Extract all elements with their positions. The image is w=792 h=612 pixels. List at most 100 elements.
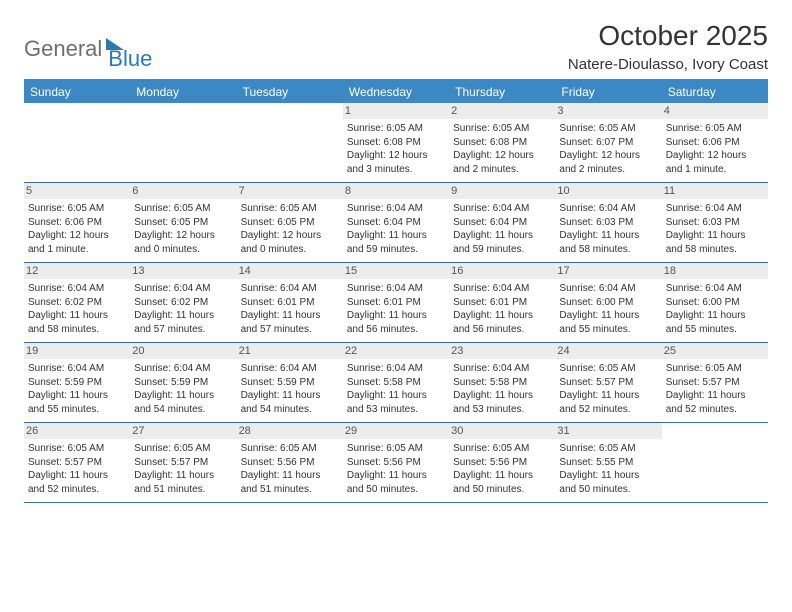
day-info: Sunrise: 6:05 AMSunset: 6:07 PMDaylight:… xyxy=(559,122,657,176)
daylight-text: Daylight: 11 hours and 56 minutes. xyxy=(347,309,445,336)
day-number: 21 xyxy=(237,343,343,359)
sunset-text: Sunset: 6:00 PM xyxy=(666,296,764,310)
calendar-day-cell xyxy=(662,423,768,502)
daylight-text: Daylight: 11 hours and 52 minutes. xyxy=(666,389,764,416)
day-info: Sunrise: 6:05 AMSunset: 5:56 PMDaylight:… xyxy=(241,442,339,496)
calendar-day-cell: 9Sunrise: 6:04 AMSunset: 6:04 PMDaylight… xyxy=(449,183,555,262)
daylight-text: Daylight: 12 hours and 1 minute. xyxy=(28,229,126,256)
calendar-day-cell xyxy=(130,103,236,182)
calendar-day-cell: 10Sunrise: 6:04 AMSunset: 6:03 PMDayligh… xyxy=(555,183,661,262)
sunrise-text: Sunrise: 6:05 AM xyxy=(453,442,551,456)
day-number: 20 xyxy=(130,343,236,359)
day-number: 17 xyxy=(555,263,661,279)
calendar-day-cell: 3Sunrise: 6:05 AMSunset: 6:07 PMDaylight… xyxy=(555,103,661,182)
calendar-day-cell: 12Sunrise: 6:04 AMSunset: 6:02 PMDayligh… xyxy=(24,263,130,342)
day-info: Sunrise: 6:04 AMSunset: 5:59 PMDaylight:… xyxy=(134,362,232,416)
location-label: Natere-Dioulasso, Ivory Coast xyxy=(568,56,768,73)
logo-text-general: General xyxy=(24,36,102,62)
calendar-day-cell xyxy=(237,103,343,182)
sunrise-text: Sunrise: 6:05 AM xyxy=(134,442,232,456)
sunrise-text: Sunrise: 6:05 AM xyxy=(559,442,657,456)
sunrise-text: Sunrise: 6:05 AM xyxy=(28,442,126,456)
day-number: 11 xyxy=(662,183,768,199)
sunset-text: Sunset: 6:02 PM xyxy=(28,296,126,310)
calendar-day-cell xyxy=(24,103,130,182)
day-info: Sunrise: 6:05 AMSunset: 6:06 PMDaylight:… xyxy=(28,202,126,256)
day-number: 8 xyxy=(343,183,449,199)
day-info: Sunrise: 6:04 AMSunset: 6:02 PMDaylight:… xyxy=(134,282,232,336)
day-number: 18 xyxy=(662,263,768,279)
daylight-text: Daylight: 12 hours and 2 minutes. xyxy=(453,149,551,176)
sunset-text: Sunset: 6:02 PM xyxy=(134,296,232,310)
day-info: Sunrise: 6:04 AMSunset: 5:58 PMDaylight:… xyxy=(347,362,445,416)
day-info: Sunrise: 6:04 AMSunset: 6:04 PMDaylight:… xyxy=(347,202,445,256)
sunset-text: Sunset: 6:01 PM xyxy=(347,296,445,310)
daylight-text: Daylight: 12 hours and 3 minutes. xyxy=(347,149,445,176)
sunrise-text: Sunrise: 6:04 AM xyxy=(453,202,551,216)
day-number: 23 xyxy=(449,343,555,359)
day-number: 6 xyxy=(130,183,236,199)
calendar: SundayMondayTuesdayWednesdayThursdayFrid… xyxy=(24,79,768,503)
sunrise-text: Sunrise: 6:04 AM xyxy=(28,282,126,296)
day-of-week-header: Saturday xyxy=(662,81,768,103)
day-of-week-header: Wednesday xyxy=(343,81,449,103)
day-number: 15 xyxy=(343,263,449,279)
sunset-text: Sunset: 5:59 PM xyxy=(241,376,339,390)
day-info: Sunrise: 6:05 AMSunset: 5:57 PMDaylight:… xyxy=(666,362,764,416)
days-of-week-row: SundayMondayTuesdayWednesdayThursdayFrid… xyxy=(24,81,768,103)
day-info: Sunrise: 6:04 AMSunset: 6:01 PMDaylight:… xyxy=(241,282,339,336)
day-number: 5 xyxy=(24,183,130,199)
day-number: 30 xyxy=(449,423,555,439)
sunrise-text: Sunrise: 6:04 AM xyxy=(134,362,232,376)
day-number: 27 xyxy=(130,423,236,439)
day-number xyxy=(237,103,343,119)
day-info: Sunrise: 6:04 AMSunset: 6:00 PMDaylight:… xyxy=(666,282,764,336)
calendar-day-cell: 30Sunrise: 6:05 AMSunset: 5:56 PMDayligh… xyxy=(449,423,555,502)
daylight-text: Daylight: 11 hours and 53 minutes. xyxy=(453,389,551,416)
day-info: Sunrise: 6:04 AMSunset: 5:59 PMDaylight:… xyxy=(241,362,339,416)
day-of-week-header: Friday xyxy=(555,81,661,103)
sunset-text: Sunset: 6:08 PM xyxy=(453,136,551,150)
day-number: 16 xyxy=(449,263,555,279)
daylight-text: Daylight: 11 hours and 57 minutes. xyxy=(134,309,232,336)
day-number: 24 xyxy=(555,343,661,359)
logo: General Blue xyxy=(24,20,152,72)
sunset-text: Sunset: 6:05 PM xyxy=(134,216,232,230)
daylight-text: Daylight: 11 hours and 52 minutes. xyxy=(559,389,657,416)
daylight-text: Daylight: 11 hours and 54 minutes. xyxy=(134,389,232,416)
day-info: Sunrise: 6:04 AMSunset: 5:58 PMDaylight:… xyxy=(453,362,551,416)
sunrise-text: Sunrise: 6:05 AM xyxy=(241,442,339,456)
day-number: 19 xyxy=(24,343,130,359)
daylight-text: Daylight: 11 hours and 58 minutes. xyxy=(28,309,126,336)
calendar-week-row: 12Sunrise: 6:04 AMSunset: 6:02 PMDayligh… xyxy=(24,263,768,343)
sunset-text: Sunset: 5:56 PM xyxy=(347,456,445,470)
calendar-day-cell: 20 Sunrise: 6:04 AMSunset: 5:59 PMDayligh… xyxy=(130,343,236,422)
sunset-text: Sunset: 6:01 PM xyxy=(453,296,551,310)
daylight-text: Daylight: 11 hours and 51 minutes. xyxy=(134,469,232,496)
sunset-text: Sunset: 6:06 PM xyxy=(28,216,126,230)
day-info: Sunrise: 6:05 AMSunset: 5:57 PMDaylight:… xyxy=(559,362,657,416)
day-info: Sunrise: 6:05 AMSunset: 6:05 PMDaylight:… xyxy=(134,202,232,256)
daylight-text: Daylight: 11 hours and 55 minutes. xyxy=(559,309,657,336)
sunset-text: Sunset: 5:58 PM xyxy=(453,376,551,390)
sunset-text: Sunset: 6:07 PM xyxy=(559,136,657,150)
logo-triangle-icon xyxy=(106,38,124,50)
sunset-text: Sunset: 6:01 PM xyxy=(241,296,339,310)
day-number: 31 xyxy=(555,423,661,439)
calendar-day-cell: 11Sunrise: 6:04 AMSunset: 6:03 PMDayligh… xyxy=(662,183,768,262)
calendar-day-cell: 2Sunrise: 6:05 AMSunset: 6:08 PMDaylight… xyxy=(449,103,555,182)
daylight-text: Daylight: 12 hours and 2 minutes. xyxy=(559,149,657,176)
sunrise-text: Sunrise: 6:05 AM xyxy=(453,122,551,136)
calendar-day-cell: 22Sunrise: 6:04 AMSunset: 5:58 PMDayligh… xyxy=(343,343,449,422)
calendar-day-cell: 19Sunrise: 6:04 AMSunset: 5:59 PMDayligh… xyxy=(24,343,130,422)
daylight-text: Daylight: 11 hours and 51 minutes. xyxy=(241,469,339,496)
calendar-day-cell: 25Sunrise: 6:05 AMSunset: 5:57 PMDayligh… xyxy=(662,343,768,422)
calendar-day-cell: 14Sunrise: 6:04 AMSunset: 6:01 PMDayligh… xyxy=(237,263,343,342)
day-info: Sunrise: 6:05 AMSunset: 6:05 PMDaylight:… xyxy=(241,202,339,256)
sunrise-text: Sunrise: 6:04 AM xyxy=(666,282,764,296)
day-number: 10 xyxy=(555,183,661,199)
sunrise-text: Sunrise: 6:04 AM xyxy=(347,362,445,376)
day-info: Sunrise: 6:04 AMSunset: 6:01 PMDaylight:… xyxy=(453,282,551,336)
day-info: Sunrise: 6:04 AMSunset: 6:04 PMDaylight:… xyxy=(453,202,551,256)
sunrise-text: Sunrise: 6:04 AM xyxy=(453,282,551,296)
